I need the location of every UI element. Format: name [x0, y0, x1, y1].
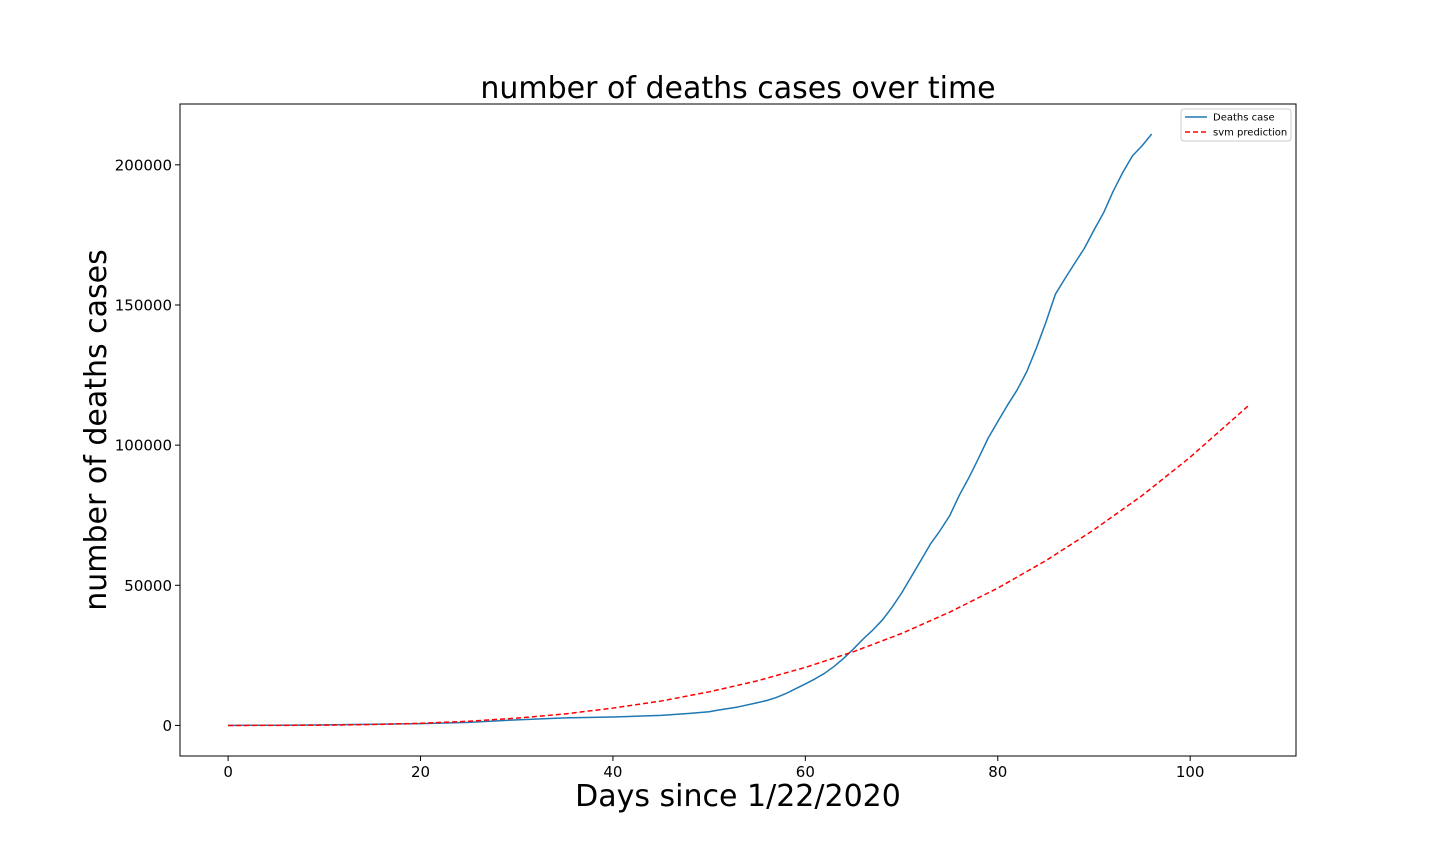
x-axis-title: Days since 1/22/2020: [575, 779, 901, 814]
series-line-svm-prediction: [228, 405, 1249, 727]
plot-frame: [179, 103, 1297, 757]
y-tick-label: 200000: [115, 156, 172, 174]
x-tick-label: 20: [411, 763, 430, 781]
series-layer: [228, 133, 1249, 727]
legend-label-svm-prediction: svm prediction: [1213, 128, 1287, 139]
legend: Deaths case svm prediction: [1180, 108, 1292, 142]
x-tick-label: 80: [988, 763, 1007, 781]
series-line-deaths-case: [228, 133, 1153, 727]
y-axis: 0 50000 100000 150000 200000: [115, 156, 180, 735]
legend-box: [1180, 108, 1292, 142]
x-tick-label: 100: [1176, 763, 1205, 781]
y-tick-label: 100000: [115, 437, 172, 455]
y-tick-label: 0: [162, 717, 172, 735]
y-axis-title: number of deaths cases: [79, 249, 114, 611]
x-axis: 0 20 40 60 80 100: [223, 756, 1204, 781]
chart-title: number of deaths cases over time: [480, 71, 995, 106]
x-tick-label: 60: [796, 763, 815, 781]
x-tick-label: 0: [223, 763, 233, 781]
y-tick-label: 150000: [115, 296, 172, 314]
x-tick-label: 40: [603, 763, 622, 781]
y-tick-label: 50000: [124, 577, 172, 595]
legend-label-deaths-case: Deaths case: [1213, 113, 1275, 124]
plot-area: [179, 103, 1297, 757]
